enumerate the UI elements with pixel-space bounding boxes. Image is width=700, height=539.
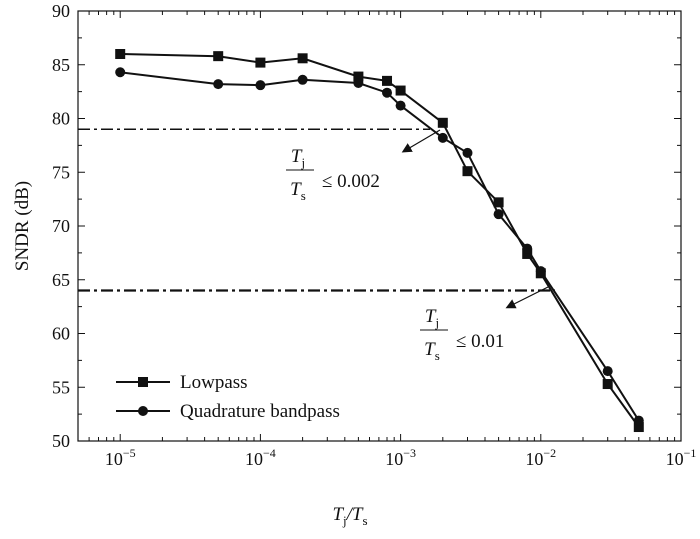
annotation-1: Tj Ts ≤ 0.002 [286, 129, 441, 203]
data-point-circle [535, 266, 546, 277]
data-point-circle [395, 100, 406, 111]
annotation-2-relation: ≤ 0.01 [456, 331, 504, 352]
annotation-1-arrow [401, 129, 441, 153]
y-tick-label: 70 [52, 216, 70, 236]
annotation-1-num: Tj [291, 146, 305, 170]
y-tick-label: 60 [52, 324, 70, 344]
annotation-2: Tj Ts ≤ 0.01 [420, 286, 549, 363]
data-point-square [462, 166, 473, 177]
y-tick-label: 65 [52, 270, 70, 290]
y-axis-label: SNDR (dB) [12, 181, 33, 271]
legend-label-bandpass: Quadrature bandpass [180, 401, 340, 422]
annotation-2-den: Ts [424, 339, 440, 363]
data-point-circle [437, 132, 448, 143]
data-point-square [353, 71, 364, 82]
legend-label-lowpass: Lowpass [180, 372, 248, 393]
legend-entry-bandpass: Quadrature bandpass [116, 401, 340, 422]
x-axis-label-main: T [332, 504, 344, 525]
data-point-square [297, 53, 308, 64]
data-point-circle [297, 74, 308, 85]
data-point-circle [633, 415, 644, 426]
y-tick-label: 55 [52, 377, 70, 397]
data-point-square [213, 51, 224, 62]
legend-circle-marker [138, 406, 148, 416]
data-point-square [395, 85, 406, 96]
x-axis-ticks: 10−5 10−4 10−3 10−2 10−1 [88, 11, 697, 469]
annotation-1-den: Ts [290, 179, 306, 203]
reference-lines [78, 128, 555, 292]
series-line [120, 71, 640, 422]
series-quadrature-bandpass [115, 67, 644, 426]
data-point-circle [115, 67, 126, 78]
annotation-2-num: Tj [425, 306, 439, 330]
data-point-square [602, 379, 613, 390]
data-point-square [522, 248, 533, 259]
data-point-circle [493, 209, 504, 220]
x-tick-label: 10−4 [245, 446, 276, 469]
x-tick-label: 10−5 [105, 446, 136, 469]
y-axis-ticks: 50 55 60 65 70 75 80 85 90 [52, 1, 681, 451]
data-point-square [115, 49, 126, 59]
annotation-1-relation: ≤ 0.002 [322, 171, 380, 192]
data-point-square [633, 422, 644, 433]
plot-frame [77, 10, 682, 442]
y-tick-label: 85 [52, 55, 70, 75]
data-point-square [255, 57, 266, 68]
data-point-circle [462, 147, 473, 158]
y-tick-label: 80 [52, 109, 70, 129]
x-tick-label: 10−3 [385, 446, 416, 469]
annotation-2-arrow [505, 286, 549, 309]
x-tick-label: 10−2 [525, 446, 556, 469]
data-point-circle [353, 78, 364, 89]
data-point-circle [522, 243, 533, 254]
x-axis-label-sub1: j [342, 513, 347, 528]
legend-entry-lowpass: Lowpass [116, 372, 248, 393]
legend-square-marker [138, 377, 148, 387]
data-point-square [437, 117, 448, 128]
data-point-circle [255, 80, 266, 91]
series-layer [115, 49, 644, 433]
y-tick-label: 75 [52, 162, 70, 182]
x-tick-label: 10−1 [666, 446, 697, 469]
x-axis-label: Tj/Ts [332, 504, 367, 528]
data-point-square [382, 75, 393, 86]
x-axis-label-sub2: s [363, 513, 368, 528]
data-point-circle [602, 366, 613, 377]
data-point-circle [213, 79, 224, 90]
data-point-circle [382, 87, 393, 98]
data-point-square [493, 197, 504, 208]
x-axis-label-sep: /T [346, 504, 364, 525]
y-tick-label: 90 [52, 1, 70, 21]
y-tick-label: 50 [52, 431, 70, 451]
legend: Lowpass Quadrature bandpass [116, 372, 340, 422]
